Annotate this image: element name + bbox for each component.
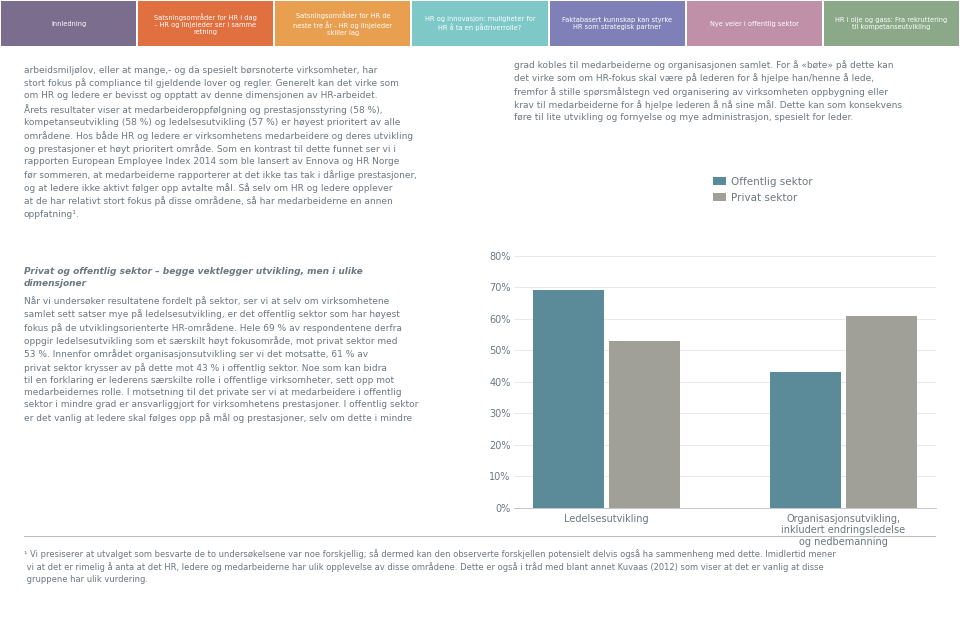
Text: ¹ Vi presiserer at utvalget som besvarte de to undersøkelsene var noe forskjelli: ¹ Vi presiserer at utvalget som besvarte…: [24, 549, 836, 584]
Text: grad kobles til medarbeiderne og organisasjonen samlet. For å «bøte» på dette ka: grad kobles til medarbeiderne og organis…: [514, 60, 901, 122]
Text: Innledning: Innledning: [51, 21, 86, 27]
Legend: Offentlig sektor, Privat sektor: Offentlig sektor, Privat sektor: [708, 172, 817, 207]
Text: Privat og offentlig sektor – begge vektlegger utvikling, men i ulike
dimensjoner: Privat og offentlig sektor – begge vektl…: [24, 267, 363, 288]
Text: arbeidsmiljølov, eller at mange,- og da spesielt børsnoterte virksomheter, har
s: arbeidsmiljølov, eller at mange,- og da …: [24, 66, 417, 218]
Bar: [533, 290, 604, 508]
Text: Når vi undersøker resultatene fordelt på sektor, ser vi at selv om virksomhetene: Når vi undersøker resultatene fordelt på…: [24, 296, 419, 423]
FancyBboxPatch shape: [1, 1, 136, 46]
Text: HR i olje og gass: Fra rekruttering
til kompetanseutvikling: HR i olje og gass: Fra rekruttering til …: [835, 17, 948, 30]
Text: HR og innovasjon: muligheter for
HR å ta en pådriverrolle?: HR og innovasjon: muligheter for HR å ta…: [424, 16, 536, 31]
FancyBboxPatch shape: [549, 1, 684, 46]
Bar: [609, 341, 680, 508]
FancyBboxPatch shape: [138, 1, 274, 46]
Text: Faktabasert kunnskap kan styrke
HR som strategisk partner: Faktabasert kunnskap kan styrke HR som s…: [563, 17, 672, 30]
Text: Nye veier i offentlig sektor: Nye veier i offentlig sektor: [709, 21, 799, 27]
FancyBboxPatch shape: [276, 1, 411, 46]
FancyBboxPatch shape: [686, 1, 822, 46]
FancyBboxPatch shape: [413, 1, 547, 46]
Bar: [846, 316, 917, 508]
FancyBboxPatch shape: [824, 1, 959, 46]
Bar: [770, 372, 841, 508]
Text: Satsningsområder for HR de
neste tre år - HR og linjeleder
skiller lag: Satsningsområder for HR de neste tre år …: [294, 12, 393, 35]
Text: Satsningsområder for HR i dag
- HR og linjeleder ser i samme
retning: Satsningsområder for HR i dag - HR og li…: [155, 13, 257, 35]
